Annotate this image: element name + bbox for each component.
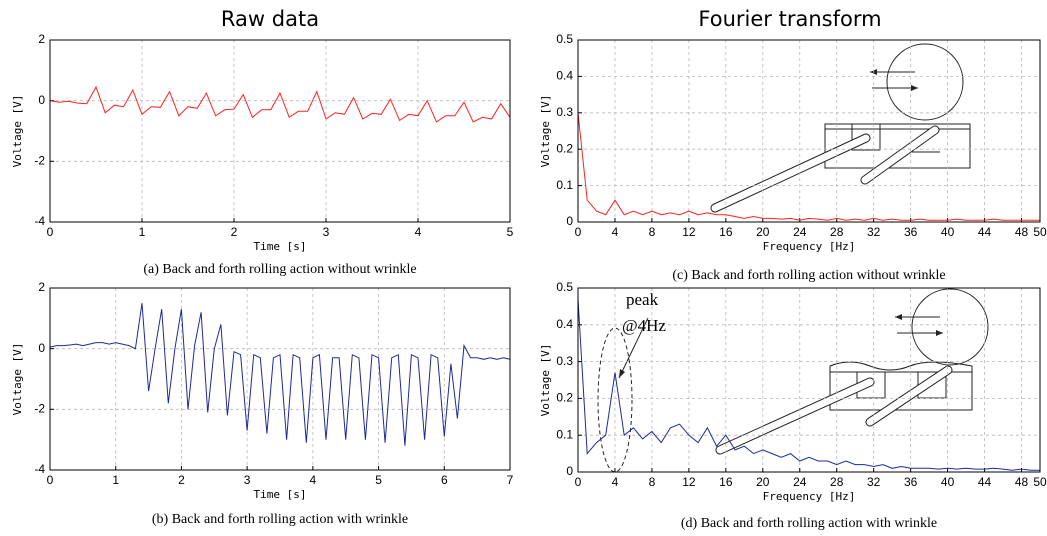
x-tick-label: 24 — [793, 475, 807, 489]
x-tick-label: 24 — [793, 225, 807, 239]
plot-frame — [49, 287, 511, 471]
x-tick-label: 20 — [756, 225, 770, 239]
y-tick-label: 0.1 — [556, 427, 573, 441]
caption: (b) Back and forth rolling action with w… — [152, 512, 408, 527]
y-tick-label: 0 — [566, 214, 573, 228]
y-tick-label: -4 — [34, 214, 45, 228]
x-tick-label: 0 — [47, 473, 54, 487]
column-title: Raw data — [221, 7, 319, 31]
y-tick-label: 0.3 — [556, 105, 573, 119]
x-tick-label: 44 — [978, 475, 992, 489]
x-tick-label: 36 — [904, 225, 918, 239]
y-tick-label: 0.3 — [556, 354, 573, 368]
chart: 00.10.20.30.40.50 4 8 12 16 20 24 28 32 36 40 44 48 5… — [539, 280, 1047, 531]
x-axis-label: Time [s] — [254, 240, 307, 253]
column-title: Fourier transform — [698, 7, 881, 31]
data-line — [577, 112, 1040, 221]
y-tick-label: -2 — [34, 402, 45, 416]
x-tick-label: 16 — [719, 225, 733, 239]
y-tick-label: 0.2 — [556, 141, 573, 155]
x-tick-label: 0 — [575, 225, 582, 239]
y-tick-label: 0.5 — [556, 32, 573, 46]
data-line — [577, 298, 1040, 471]
x-tick-label: 0 — [575, 475, 582, 489]
plot-frame — [49, 39, 511, 223]
y-tick-label: 2 — [38, 32, 45, 46]
y-tick-label: -2 — [34, 154, 45, 168]
data-line — [49, 85, 511, 123]
data-line — [49, 303, 511, 446]
caption: (a) Back and forth rolling action withou… — [143, 262, 416, 277]
chart: 00.10.20.30.40.50 4 8 12 16 20 24 28 32 36 40 44 48 5… — [539, 32, 1047, 283]
peak-marker — [597, 317, 649, 473]
x-tick-label: 4 — [612, 475, 619, 489]
y-tick-label: 0.4 — [556, 317, 573, 331]
y-tick-label: -4 — [34, 462, 45, 476]
x-axis-label: Frequency [Hz] — [763, 240, 856, 253]
x-tick-label: 8 — [649, 475, 656, 489]
x-tick-label: 28 — [830, 475, 844, 489]
y-tick-label: 0 — [566, 464, 573, 478]
diagram-c — [710, 43, 971, 213]
x-tick-label: 20 — [756, 475, 770, 489]
x-tick-label: 4 — [415, 225, 422, 239]
y-axis-label: Voltage [V] — [539, 344, 552, 417]
x-tick-label: 1 — [112, 473, 119, 487]
x-tick-label: 4 — [612, 225, 619, 239]
y-tick-label: 2 — [38, 280, 45, 294]
x-tick-label: 0 — [47, 225, 54, 239]
x-tick-label: 40 — [941, 475, 955, 489]
x-tick-label: 1 — [139, 225, 146, 239]
y-axis-label: Voltage [V] — [539, 95, 552, 168]
x-tick-label: 6 — [441, 473, 448, 487]
x-tick-label: 3 — [323, 225, 330, 239]
y-tick-label: 0.1 — [556, 178, 573, 192]
diagram-d — [715, 288, 989, 455]
x-tick-label: 50 — [1033, 225, 1047, 239]
x-tick-label: 12 — [682, 475, 696, 489]
plot-frame — [577, 287, 1041, 473]
x-tick-label: 3 — [244, 473, 251, 487]
x-tick-label: 48 — [1015, 475, 1029, 489]
x-tick-label: 7 — [507, 473, 514, 487]
x-tick-label: 36 — [904, 475, 918, 489]
x-tick-label: 8 — [649, 225, 656, 239]
x-tick-label: 48 — [1015, 225, 1029, 239]
caption: (c) Back and forth rolling action withou… — [672, 268, 945, 283]
x-tick-label: 28 — [830, 225, 844, 239]
y-tick-label: 0 — [38, 341, 45, 355]
y-tick-label: 0.5 — [556, 280, 573, 294]
annotation: @4Hz — [622, 316, 666, 335]
x-tick-label: 5 — [375, 473, 382, 487]
x-tick-label: 2 — [231, 225, 238, 239]
annotation: peak — [626, 290, 659, 309]
x-tick-label: 44 — [978, 225, 992, 239]
x-tick-label: 12 — [682, 225, 696, 239]
x-tick-label: 32 — [867, 225, 881, 239]
y-axis-label: Voltage [V] — [11, 343, 24, 416]
chart: -4 -2 0 2 0 1 2 3 4 5 6 7 Time [s] Voltage [V] (b) Bac… — [11, 280, 514, 527]
x-tick-label: 4 — [310, 473, 317, 487]
x-tick-label: 32 — [867, 475, 881, 489]
x-tick-label: 50 — [1033, 475, 1047, 489]
x-tick-label: 40 — [941, 225, 955, 239]
chart: -4 -2 0 2 0 1 2 3 4 5 Time [s] Voltage [V] (a) Back … — [11, 32, 514, 277]
caption: (d) Back and forth rolling action with w… — [681, 516, 937, 531]
y-axis-label: Voltage [V] — [11, 95, 24, 168]
x-tick-label: 2 — [178, 473, 185, 487]
x-tick-label: 5 — [507, 225, 514, 239]
x-axis-label: Frequency [Hz] — [763, 490, 856, 503]
y-tick-label: 0 — [38, 93, 45, 107]
x-tick-label: 16 — [719, 475, 733, 489]
x-axis-label: Time [s] — [254, 488, 307, 501]
y-tick-label: 0.4 — [556, 69, 573, 83]
y-tick-label: 0.2 — [556, 391, 573, 405]
plot-frame — [577, 39, 1041, 223]
